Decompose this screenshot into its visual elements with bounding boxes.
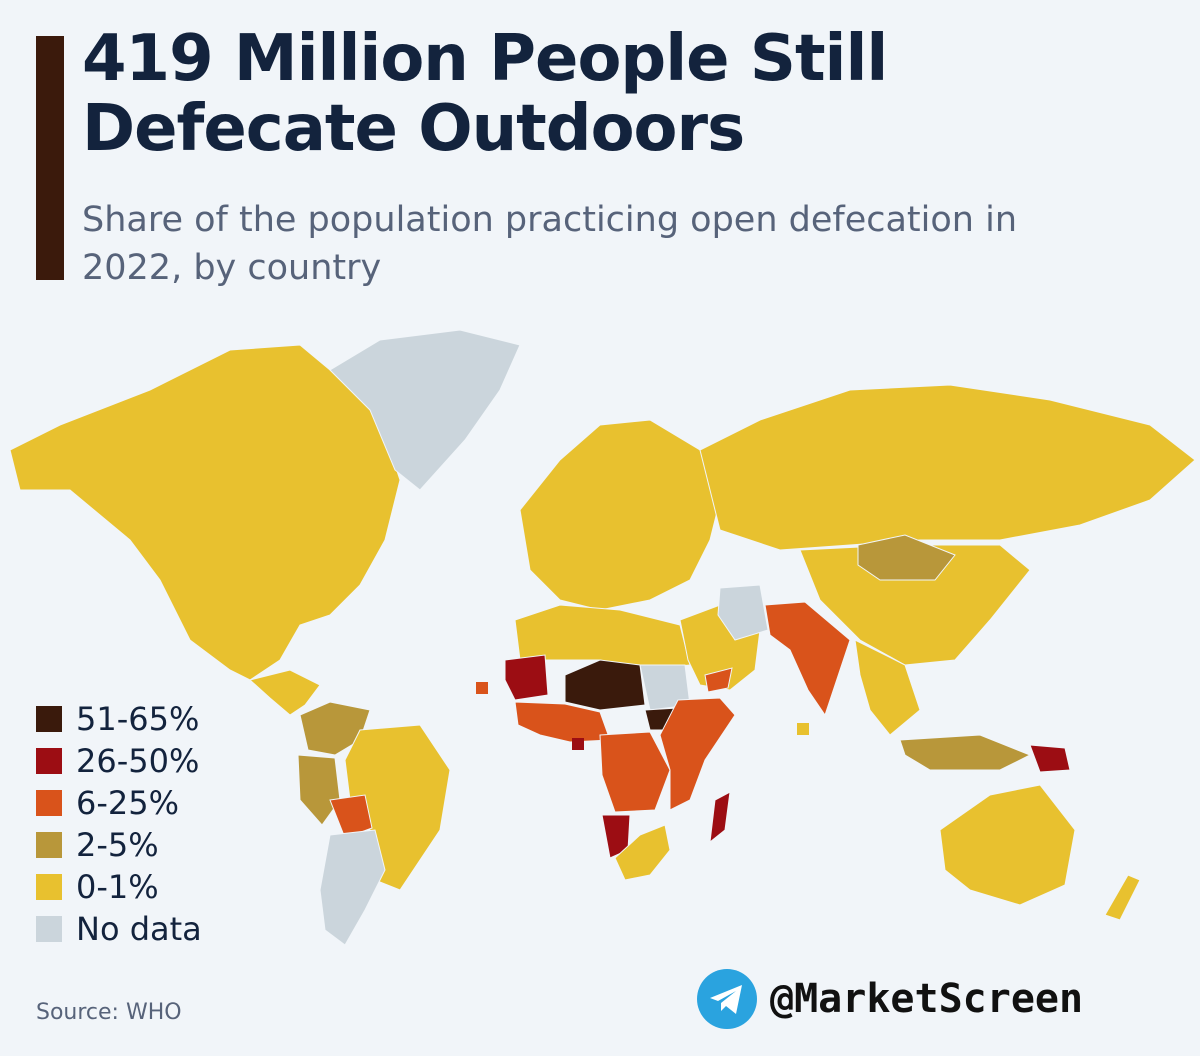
- legend-swatch: [36, 748, 62, 774]
- map-legend: 51-65% 26-50% 6-25% 2-5% 0-1% No data: [36, 698, 202, 950]
- region-argentina: [319, 829, 386, 946]
- legend-label: No data: [76, 910, 202, 948]
- legend-swatch: [36, 916, 62, 942]
- region-cape-verde: [476, 682, 488, 694]
- legend-label: 51-65%: [76, 700, 200, 738]
- region-east-africa: [659, 697, 736, 811]
- region-india: [764, 601, 851, 717]
- region-central-africa: [599, 731, 671, 813]
- legend-item: 0-1%: [36, 866, 202, 908]
- source-note: Source: WHO: [36, 1000, 182, 1025]
- legend-item: 26-50%: [36, 740, 202, 782]
- channel-badge[interactable]: @MarketScreen: [696, 966, 1083, 1032]
- page-subtitle: Share of the population practicing open …: [82, 200, 1018, 288]
- region-southern-africa: [614, 824, 671, 881]
- legend-swatch: [36, 706, 62, 732]
- legend-label: 26-50%: [76, 742, 200, 780]
- region-sao-tome: [572, 738, 584, 750]
- page-title: 419 Million People Still Defecate Outdoo…: [82, 22, 888, 166]
- region-southeast-asia: [854, 639, 921, 736]
- region-greenland: [329, 330, 521, 491]
- region-bolivia: [329, 794, 373, 839]
- region-mauritania: [504, 654, 549, 701]
- legend-label: 6-25%: [76, 784, 180, 822]
- legend-label: 2-5%: [76, 826, 159, 864]
- region-yemen: [704, 667, 733, 693]
- region-madagascar: [709, 791, 731, 844]
- legend-item: 2-5%: [36, 824, 202, 866]
- region-mongolia: [857, 534, 956, 581]
- legend-swatch: [36, 874, 62, 900]
- region-papua-new-guinea: [1029, 744, 1071, 773]
- region-north-america: [9, 344, 401, 681]
- region-new-zealand: [1104, 874, 1141, 921]
- region-maldives: [797, 723, 809, 735]
- accent-bar: [36, 36, 64, 280]
- world-map: [9, 330, 1196, 946]
- region-iran: [717, 584, 769, 641]
- region-australia: [939, 784, 1076, 906]
- legend-swatch: [36, 790, 62, 816]
- region-indonesia: [899, 734, 1032, 771]
- legend-label: 0-1%: [76, 868, 159, 906]
- legend-item: 6-25%: [36, 782, 202, 824]
- legend-item: 51-65%: [36, 698, 202, 740]
- region-niger-chad: [564, 659, 646, 711]
- channel-handle[interactable]: @MarketScreen: [770, 976, 1084, 1022]
- legend-item: No data: [36, 908, 202, 950]
- region-brazil: [344, 724, 451, 891]
- region-central-america: [248, 669, 321, 716]
- region-peru: [297, 754, 341, 826]
- region-russia: [699, 384, 1196, 551]
- telegram-icon: [697, 969, 757, 1029]
- region-china: [799, 544, 1031, 666]
- region-europe: [519, 419, 721, 611]
- region-west-africa: [514, 701, 611, 743]
- legend-swatch: [36, 832, 62, 858]
